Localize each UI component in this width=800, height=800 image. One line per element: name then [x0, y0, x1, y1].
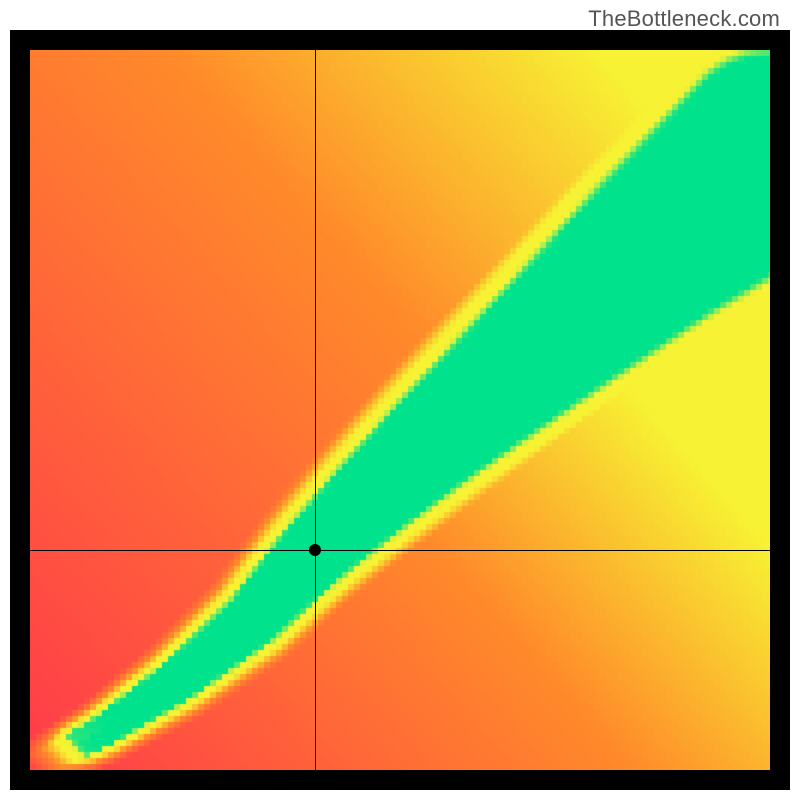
chart-container: TheBottleneck.com: [0, 0, 800, 800]
crosshair-vertical: [315, 50, 316, 770]
plot-area: [30, 50, 770, 770]
plot-outer-frame: [10, 30, 790, 790]
watermark-text: TheBottleneck.com: [588, 6, 780, 32]
heatmap-canvas: [30, 50, 770, 770]
selection-marker: [309, 544, 321, 556]
crosshair-horizontal: [30, 550, 770, 551]
